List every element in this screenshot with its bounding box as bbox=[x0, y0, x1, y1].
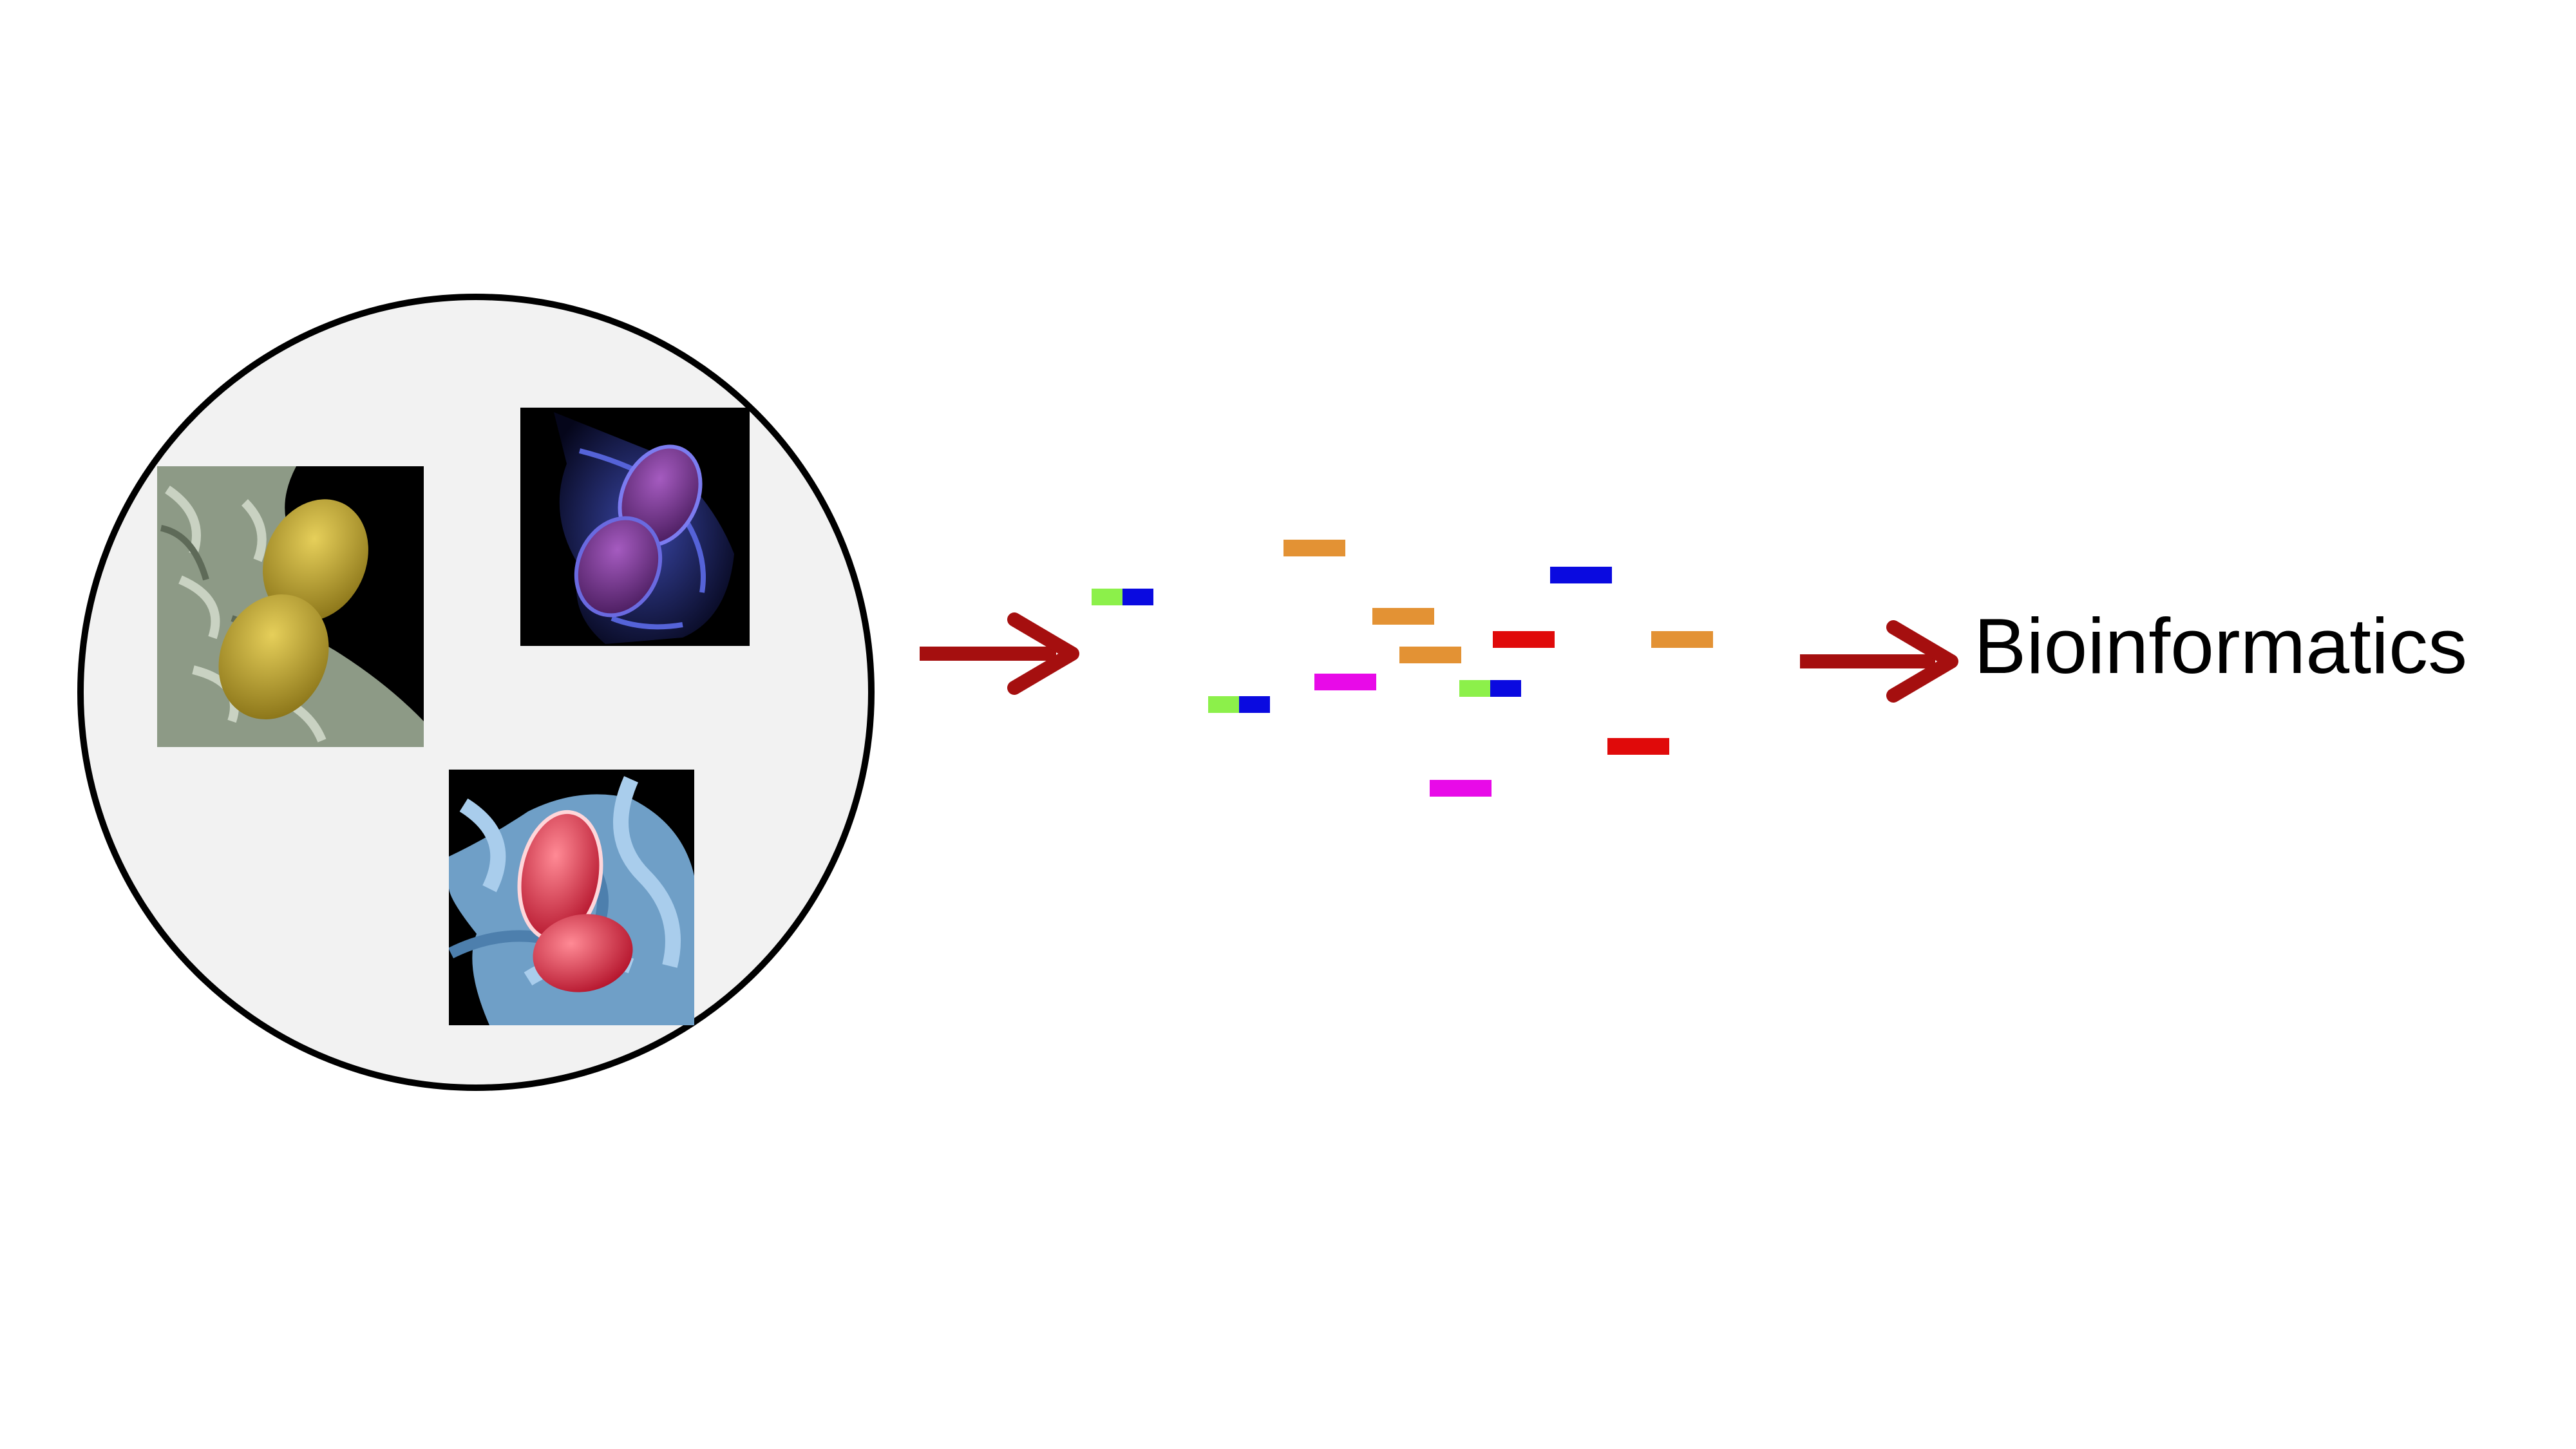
read-fragment-part bbox=[1459, 680, 1490, 697]
read-fragment-part bbox=[1208, 696, 1239, 713]
read-fragment-part bbox=[1122, 589, 1153, 605]
read-fragment-part bbox=[1092, 589, 1122, 605]
purple-bacteria-micrograph bbox=[520, 408, 750, 646]
red-bacteria-micrograph bbox=[449, 770, 694, 1025]
read-fragment bbox=[1283, 540, 1345, 556]
read-fragment bbox=[1372, 608, 1434, 625]
arrow-sample-to-reads bbox=[920, 612, 1079, 695]
yellow-bacteria-micrograph bbox=[157, 466, 424, 747]
read-fragment bbox=[1651, 631, 1713, 648]
bioinformatics-label: Bioinformatics bbox=[1974, 602, 2468, 690]
read-fragment bbox=[1314, 674, 1376, 690]
read-fragment-part bbox=[1490, 680, 1521, 697]
read-fragment bbox=[1399, 647, 1461, 663]
arrow-reads-to-bioinformatics bbox=[1800, 620, 1958, 703]
read-fragment bbox=[1607, 738, 1669, 755]
sequencing-reads bbox=[1092, 540, 1713, 797]
read-fragment-part bbox=[1239, 696, 1270, 713]
read-fragment bbox=[1550, 567, 1612, 583]
read-fragment bbox=[1493, 631, 1555, 648]
read-fragment bbox=[1430, 780, 1492, 797]
